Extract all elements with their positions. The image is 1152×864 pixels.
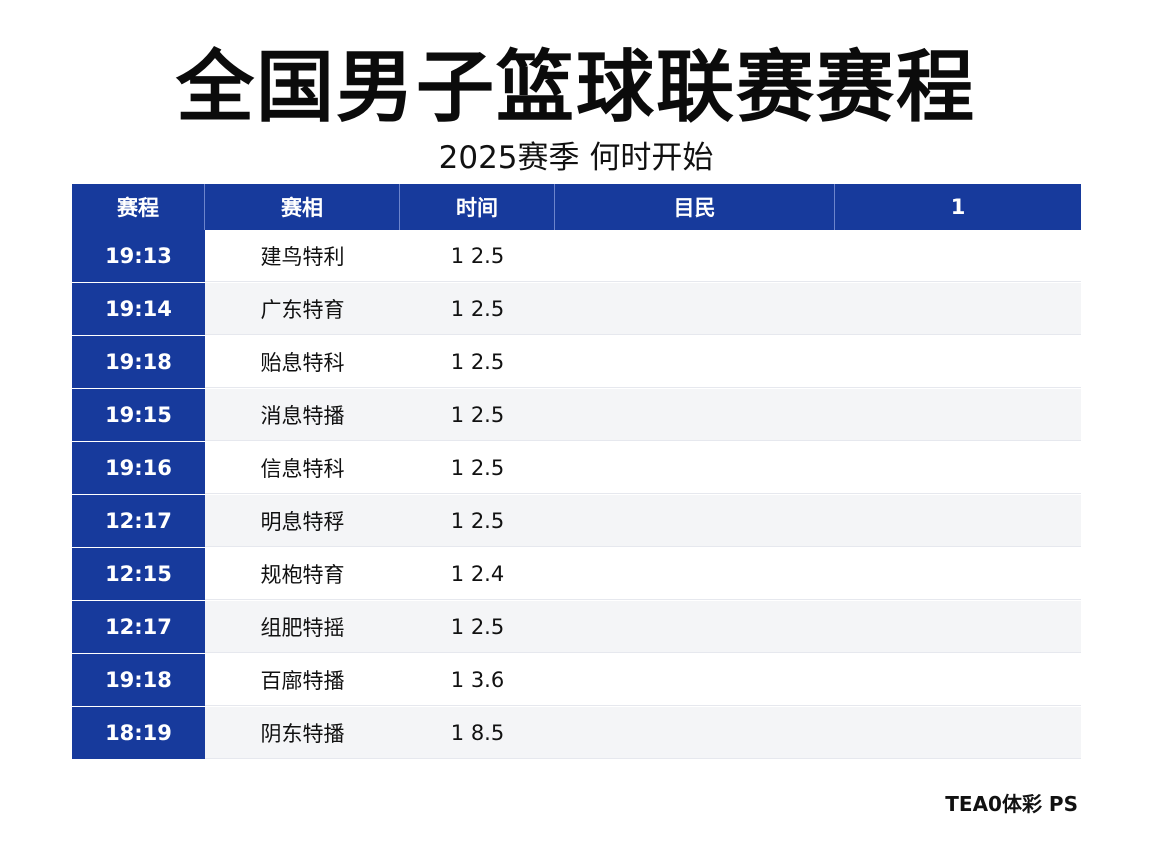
value-cell: 1 2.5 [450,402,505,427]
value-cell: 1 2.5 [450,455,505,480]
table-row: 19:18 百廍特播 1 3.6 [72,654,1081,706]
team-cell: 组肥特摇 [260,615,345,640]
footer-brand: TEA0体彩 PS [945,792,1078,816]
table-row: 19:14 广东特育 1 2.5 [72,283,1081,335]
table-row: 12:15 规枹特育 1 2.4 [72,548,1081,600]
time-cell: 12:17 [72,495,205,547]
team-cell: 贻息特科 [260,350,345,375]
time-cell: 19:13 [72,230,205,282]
time-cell: 19:14 [72,283,205,335]
time-cell: 19:18 [72,654,205,706]
team-cell: 明息特稃 [260,509,345,534]
table-row: 12:17 组肥特摇 1 2.5 [72,601,1081,653]
row-body: 规枹特育 1 2.4 [205,548,1081,600]
column-header: 目民 [555,184,835,230]
page-title: 全国男子篮球联赛赛程 [175,43,976,133]
row-body: 贻息特科 1 2.5 [205,336,1081,388]
team-cell: 阴东特播 [260,721,345,746]
value-cell: 1 2.5 [450,243,505,268]
time-cell: 18:19 [72,707,205,759]
time-cell: 12:17 [72,601,205,653]
table-row: 19:15 消息特播 1 2.5 [72,389,1081,441]
value-cell: 1 8.5 [450,720,505,745]
team-cell: 信息特科 [260,456,345,481]
row-body: 消息特播 1 2.5 [205,389,1081,441]
team-cell: 广东特育 [260,297,345,322]
time-cell: 19:16 [72,442,205,494]
column-header: 时间 [400,184,555,230]
table-row: 19:16 信息特科 1 2.5 [72,442,1081,494]
row-body: 广东特育 1 2.5 [205,283,1081,335]
row-body: 组肥特摇 1 2.5 [205,601,1081,653]
value-cell: 1 2.5 [450,349,505,374]
value-cell: 1 3.6 [450,667,505,692]
team-cell: 消息特播 [260,403,345,428]
column-header: 赛相 [205,184,400,230]
table-row: 18:19 阴东特播 1 8.5 [72,707,1081,759]
table-row: 12:17 明息特稃 1 2.5 [72,495,1081,547]
row-body: 信息特科 1 2.5 [205,442,1081,494]
value-cell: 1 2.4 [450,561,505,586]
page-subtitle: 2025赛季 何时开始 [438,140,714,176]
row-body: 明息特稃 1 2.5 [205,495,1081,547]
team-cell: 规枹特育 [260,562,345,587]
table-header: 赛程 赛相 时间 目民 1 [72,184,1081,230]
team-cell: 建鸟特利 [260,244,345,269]
table-row: 19:13 建鸟特利 1 2.5 [72,230,1081,282]
column-header: 1 [950,195,966,219]
row-body: 建鸟特利 1 2.5 [205,230,1081,282]
row-body: 阴东特播 1 8.5 [205,707,1081,759]
value-cell: 1 2.5 [450,614,505,639]
table-body: 19:13 建鸟特利 1 2.5 19:14 广东特育 1 2.5 19:18 贻息特科 1 2… [72,230,1081,759]
value-cell: 1 2.5 [450,296,505,321]
table-row: 19:18 贻息特科 1 2.5 [72,336,1081,388]
schedule-table: 赛程 赛相 时间 目民 1 19:13 建鸟特利 1 2.5 19:14 广东特育 1 2… [72,184,1081,759]
value-cell: 1 2.5 [450,508,505,533]
row-body: 百廍特播 1 3.6 [205,654,1081,706]
team-cell: 百廍特播 [260,668,345,693]
column-header: 赛程 [72,184,205,230]
time-cell: 12:15 [72,548,205,600]
time-cell: 19:15 [72,389,205,441]
time-cell: 19:18 [72,336,205,388]
